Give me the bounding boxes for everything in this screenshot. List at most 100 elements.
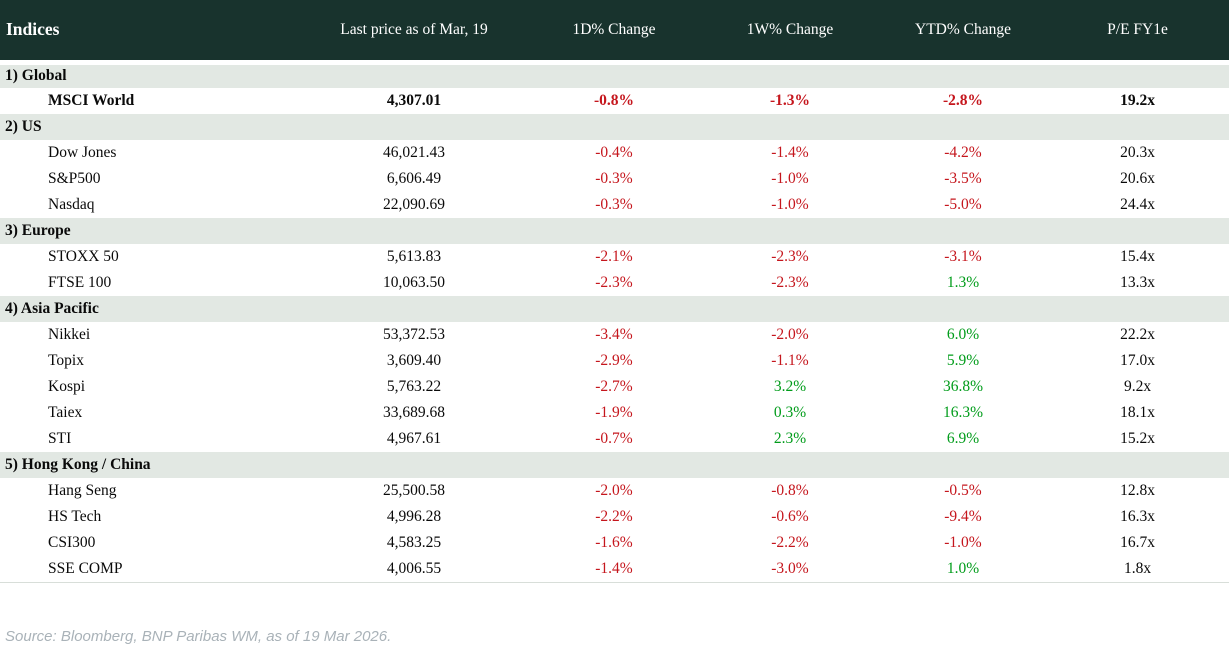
index-name: CSI300: [0, 530, 300, 556]
row-dow-jones: Dow Jones 46,021.43 -0.4% -1.4% -4.2% 20…: [0, 140, 1229, 166]
header-row: Indices Last price as of Mar, 19 1D% Cha…: [0, 0, 1229, 65]
row-nikkei: Nikkei 53,372.53 -3.4% -2.0% 6.0% 22.2x: [0, 322, 1229, 348]
pe-ratio: 18.1x: [1046, 400, 1229, 426]
last-price: 6,606.49: [300, 166, 528, 192]
row-msci-world: MSCI World 4,307.01 -0.8% -1.3% -2.8% 19…: [0, 88, 1229, 114]
chg-ytd: 6.0%: [880, 322, 1046, 348]
chg-ytd: -3.5%: [880, 166, 1046, 192]
index-name: Nasdaq: [0, 192, 300, 218]
chg-ytd: -2.8%: [880, 88, 1046, 114]
indices-table: Indices Last price as of Mar, 19 1D% Cha…: [0, 0, 1229, 583]
chg-1d: -0.4%: [528, 140, 700, 166]
chg-1w: -2.3%: [700, 244, 880, 270]
chg-ytd: 36.8%: [880, 374, 1046, 400]
section-row-global: 1) Global: [0, 62, 1229, 88]
index-name: FTSE 100: [0, 270, 300, 296]
chg-1w: -2.2%: [700, 530, 880, 556]
section-row-europe: 3) Europe: [0, 218, 1229, 244]
chg-1d: -0.3%: [528, 166, 700, 192]
chg-1w: -1.1%: [700, 348, 880, 374]
pe-ratio: 16.7x: [1046, 530, 1229, 556]
chg-1w: 3.2%: [700, 374, 880, 400]
col-header-1w-change: 1W% Change: [700, 0, 880, 65]
col-header-ytd-change: YTD% Change: [880, 0, 1046, 65]
pe-ratio: 20.6x: [1046, 166, 1229, 192]
index-name: SSE COMP: [0, 556, 300, 582]
chg-ytd: 1.3%: [880, 270, 1046, 296]
chg-1w: -3.0%: [700, 556, 880, 582]
chg-ytd: -1.0%: [880, 530, 1046, 556]
chg-ytd: -4.2%: [880, 140, 1046, 166]
pe-ratio: 24.4x: [1046, 192, 1229, 218]
index-name: STI: [0, 426, 300, 452]
chg-ytd: -3.1%: [880, 244, 1046, 270]
section-label: 1) Global: [0, 62, 1229, 88]
pe-ratio: 22.2x: [1046, 322, 1229, 348]
pe-ratio: 12.8x: [1046, 478, 1229, 504]
row-nasdaq: Nasdaq 22,090.69 -0.3% -1.0% -5.0% 24.4x: [0, 192, 1229, 218]
section-row-hk-china: 5) Hong Kong / China: [0, 452, 1229, 478]
pe-ratio: 13.3x: [1046, 270, 1229, 296]
row-sti: STI 4,967.61 -0.7% 2.3% 6.9% 15.2x: [0, 426, 1229, 452]
pe-ratio: 15.4x: [1046, 244, 1229, 270]
section-row-asia-pacific: 4) Asia Pacific: [0, 296, 1229, 322]
chg-1w: -1.0%: [700, 192, 880, 218]
pe-ratio: 1.8x: [1046, 556, 1229, 582]
last-price: 10,063.50: [300, 270, 528, 296]
index-name: Nikkei: [0, 322, 300, 348]
index-name: S&P500: [0, 166, 300, 192]
row-sse-comp: SSE COMP 4,006.55 -1.4% -3.0% 1.0% 1.8x: [0, 556, 1229, 582]
chg-1w: -0.6%: [700, 504, 880, 530]
chg-ytd: -5.0%: [880, 192, 1046, 218]
pe-ratio: 16.3x: [1046, 504, 1229, 530]
col-header-last-price: Last price as of Mar, 19: [300, 0, 528, 65]
index-name: STOXX 50: [0, 244, 300, 270]
chg-1d: -2.9%: [528, 348, 700, 374]
page-title: Indices: [0, 0, 300, 65]
chg-1w: -0.8%: [700, 478, 880, 504]
last-price: 25,500.58: [300, 478, 528, 504]
chg-1d: -2.1%: [528, 244, 700, 270]
chg-1d: -2.2%: [528, 504, 700, 530]
index-name: Taiex: [0, 400, 300, 426]
row-stoxx-50: STOXX 50 5,613.83 -2.1% -2.3% -3.1% 15.4…: [0, 244, 1229, 270]
chg-ytd: -9.4%: [880, 504, 1046, 530]
chg-1w: 2.3%: [700, 426, 880, 452]
chg-1w: -1.4%: [700, 140, 880, 166]
chg-1d: -3.4%: [528, 322, 700, 348]
col-header-pe: P/E FY1e: [1046, 0, 1229, 65]
last-price: 46,021.43: [300, 140, 528, 166]
last-price: 3,609.40: [300, 348, 528, 374]
pe-ratio: 20.3x: [1046, 140, 1229, 166]
last-price: 4,967.61: [300, 426, 528, 452]
last-price: 4,583.25: [300, 530, 528, 556]
last-price: 22,090.69: [300, 192, 528, 218]
row-topix: Topix 3,609.40 -2.9% -1.1% 5.9% 17.0x: [0, 348, 1229, 374]
pe-ratio: 15.2x: [1046, 426, 1229, 452]
row-hang-seng: Hang Seng 25,500.58 -2.0% -0.8% -0.5% 12…: [0, 478, 1229, 504]
section-label: 3) Europe: [0, 218, 1229, 244]
chg-ytd: 6.9%: [880, 426, 1046, 452]
col-header-1d-change: 1D% Change: [528, 0, 700, 65]
last-price: 5,613.83: [300, 244, 528, 270]
row-sp500: S&P500 6,606.49 -0.3% -1.0% -3.5% 20.6x: [0, 166, 1229, 192]
index-name: Hang Seng: [0, 478, 300, 504]
chg-1d: -1.9%: [528, 400, 700, 426]
chg-1w: -2.3%: [700, 270, 880, 296]
index-name: HS Tech: [0, 504, 300, 530]
section-label: 4) Asia Pacific: [0, 296, 1229, 322]
row-hs-tech: HS Tech 4,996.28 -2.2% -0.6% -9.4% 16.3x: [0, 504, 1229, 530]
last-price: 33,689.68: [300, 400, 528, 426]
row-kospi: Kospi 5,763.22 -2.7% 3.2% 36.8% 9.2x: [0, 374, 1229, 400]
chg-1d: -1.4%: [528, 556, 700, 582]
chg-1d: -0.8%: [528, 88, 700, 114]
row-ftse-100: FTSE 100 10,063.50 -2.3% -2.3% 1.3% 13.3…: [0, 270, 1229, 296]
chg-1d: -2.7%: [528, 374, 700, 400]
chg-1w: -1.0%: [700, 166, 880, 192]
index-name: Topix: [0, 348, 300, 374]
chg-ytd: 16.3%: [880, 400, 1046, 426]
index-name: Dow Jones: [0, 140, 300, 166]
section-label: 2) US: [0, 114, 1229, 140]
index-name: Kospi: [0, 374, 300, 400]
last-price: 4,996.28: [300, 504, 528, 530]
